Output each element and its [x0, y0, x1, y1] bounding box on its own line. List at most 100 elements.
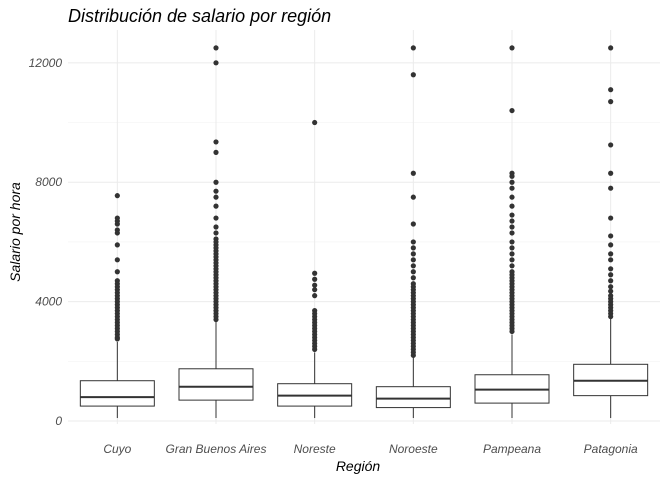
outlier-point	[608, 242, 614, 248]
outlier-point	[608, 257, 614, 263]
outlier-point	[312, 287, 318, 293]
outlier-point	[213, 224, 219, 230]
outlier-point	[410, 352, 416, 358]
x-tick-label: Cuyo	[103, 442, 131, 456]
grid	[68, 30, 660, 424]
outlier-point	[312, 270, 318, 276]
outlier-point	[213, 194, 219, 200]
y-tick-label: 4000	[35, 295, 62, 309]
outlier-point	[213, 149, 219, 155]
outlier-point	[312, 346, 318, 352]
outlier-point	[608, 266, 614, 272]
outlier-point	[608, 185, 614, 191]
outlier-point	[509, 251, 515, 257]
outlier-point	[114, 221, 120, 227]
outlier-point	[213, 45, 219, 51]
iqr-box	[79, 380, 155, 407]
x-tick-label: Pampeana	[483, 442, 541, 456]
outlier-point	[608, 45, 614, 51]
outlier-point	[509, 179, 515, 185]
box-layer	[79, 45, 649, 419]
outlier-point	[509, 224, 515, 230]
y-tick-labels: 0 4000 8000 12000	[29, 56, 63, 428]
x-tick-label: Gran Buenos Aires	[166, 442, 267, 456]
outlier-point	[312, 276, 318, 282]
outlier-point	[509, 257, 515, 263]
y-axis-title: Salario por hora	[7, 182, 23, 282]
outlier-point	[608, 288, 614, 294]
outlier-point	[114, 193, 120, 199]
outlier-point	[410, 257, 416, 263]
outlier-point	[608, 170, 614, 176]
box-gran-buenos-aires	[178, 45, 254, 419]
outlier-point	[509, 185, 515, 191]
outlier-point	[410, 72, 416, 78]
outlier-point	[509, 263, 515, 269]
outlier-point	[114, 230, 120, 236]
outlier-point	[114, 242, 120, 248]
box-noreste	[277, 119, 353, 419]
outlier-point	[114, 257, 120, 263]
outlier-point	[509, 107, 515, 114]
outlier-point	[509, 245, 515, 251]
chart-title: Distribución de salario por región	[68, 6, 331, 26]
box-noroeste	[375, 45, 451, 419]
iqr-box	[375, 386, 451, 409]
outlier-point	[114, 269, 120, 275]
outlier-point	[608, 284, 614, 290]
outlier-point	[509, 45, 515, 51]
y-tick-label: 12000	[29, 56, 63, 70]
outlier-point	[312, 119, 318, 126]
box-pampeana	[474, 45, 550, 419]
outlier-point	[509, 230, 515, 236]
outlier-point	[213, 203, 219, 209]
outlier-point	[608, 87, 614, 93]
outlier-point	[410, 263, 416, 269]
outlier-point	[608, 99, 614, 105]
outlier-point	[312, 293, 318, 299]
outlier-point	[509, 194, 515, 200]
outlier-point	[509, 173, 515, 179]
outlier-point	[509, 203, 515, 209]
outlier-point	[608, 313, 614, 320]
outlier-point	[213, 316, 219, 323]
box-cuyo	[79, 193, 155, 419]
outlier-point	[213, 188, 219, 194]
x-tick-label: Noroeste	[389, 442, 438, 456]
x-tick-label: Patagonia	[584, 442, 638, 456]
outlier-point	[410, 251, 416, 257]
outlier-point	[608, 251, 614, 257]
outlier-point	[213, 139, 219, 145]
outlier-point	[608, 142, 614, 148]
outlier-point	[410, 170, 416, 176]
outlier-point	[509, 328, 515, 335]
outlier-point	[213, 179, 219, 185]
iqr-box	[178, 368, 254, 401]
x-axis-title: Región	[336, 458, 381, 474]
outlier-point	[410, 245, 416, 251]
outlier-point	[114, 336, 120, 342]
outlier-point	[213, 215, 219, 221]
outlier-point	[410, 221, 416, 227]
outlier-point	[213, 230, 219, 236]
outlier-point	[608, 278, 614, 284]
outlier-point	[410, 269, 416, 275]
x-tick-labels: Cuyo Gran Buenos Aires Noreste Noroeste Pamp…	[103, 442, 638, 456]
outlier-point	[608, 272, 614, 278]
y-tick-label: 8000	[35, 175, 62, 189]
outlier-point	[410, 275, 416, 281]
outlier-point	[509, 239, 515, 245]
outlier-point	[410, 239, 416, 245]
outlier-point	[608, 233, 614, 239]
y-tick-label: 0	[55, 414, 62, 428]
outlier-point	[213, 60, 219, 66]
outlier-point	[608, 215, 614, 221]
outlier-point	[312, 282, 318, 288]
outlier-point	[410, 45, 416, 51]
x-tick-label: Noreste	[294, 442, 336, 456]
box-patagonia	[573, 45, 649, 419]
outlier-point	[509, 218, 515, 224]
outlier-point	[410, 194, 416, 200]
outlier-point	[509, 212, 515, 218]
